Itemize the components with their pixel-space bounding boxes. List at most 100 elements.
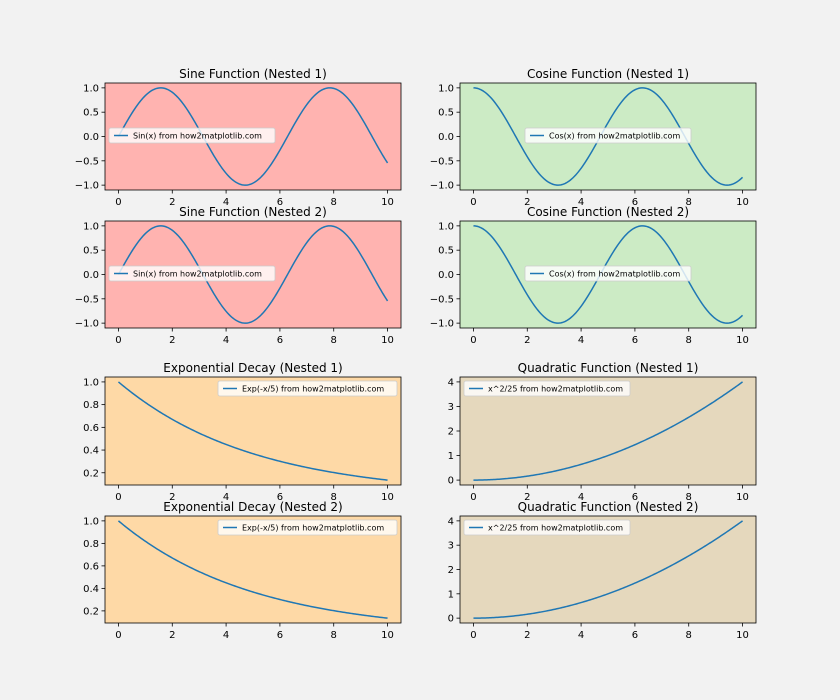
x-tick-label: 0 xyxy=(115,197,121,208)
subplot-3: Sine Function (Nested 2) 0 2 4 6 8 10 1.0 0.5 0.0… xyxy=(75,205,402,346)
x-tick-label: 4 xyxy=(223,197,229,208)
x-tick-label: 10 xyxy=(381,335,394,346)
axes-frame xyxy=(104,82,402,191)
axes-frame xyxy=(104,515,402,624)
legend-label: Sin(x) from how2matplotlib.com xyxy=(133,270,262,279)
y-tick-label: −0.5 xyxy=(75,156,99,167)
y-tick-label: 3 xyxy=(448,402,454,413)
y-tick-label: 0.0 xyxy=(83,270,99,281)
legend-label: x^2/25 from how2matplotlib.com xyxy=(488,524,623,533)
x-tick-label: 6 xyxy=(277,630,283,641)
x-tick-label: 8 xyxy=(331,630,337,641)
subplot-4: Cosine Function (Nested 2) 0 2 4 6 8 10 1.0 0.5 0… xyxy=(430,205,757,346)
y-tick-label: 0 xyxy=(448,614,454,625)
x-tick-label: 10 xyxy=(736,492,749,503)
y-tick-label: 1 xyxy=(448,589,454,600)
subplot-title: Exponential Decay (Nested 1) xyxy=(163,361,342,375)
y-tick-label: −0.5 xyxy=(430,156,454,167)
legend: Sin(x) from how2matplotlib.com xyxy=(108,127,276,144)
x-tick-label: 10 xyxy=(736,335,749,346)
y-tick-label: 0.0 xyxy=(83,132,99,143)
x-tick-label: 8 xyxy=(331,197,337,208)
x-tick-label: 0 xyxy=(470,197,476,208)
legend-box xyxy=(524,265,692,282)
legend: x^2/25 from how2matplotlib.com xyxy=(463,380,631,397)
y-tick-label: 0.0 xyxy=(438,270,454,281)
y-tick-label: 0.5 xyxy=(438,108,454,119)
x-tick-label: 2 xyxy=(524,335,530,346)
x-tick-label: 4 xyxy=(578,492,584,503)
subplot-7: Exponential Decay (Nested 2) 0 2 4 6 8 10 1.0 0.… xyxy=(83,500,402,641)
subplot-1: Sine Function (Nested 1) 0 2 4 6 8 10 1.0 0.5 0.0… xyxy=(75,67,402,208)
subplot-8: Quadratic Function (Nested 2)0 2 4 6 8 104321… xyxy=(448,500,757,641)
series-line xyxy=(473,520,743,619)
y-tick-label: −1.0 xyxy=(75,181,99,192)
legend: Sin(x) from how2matplotlib.com xyxy=(108,265,276,282)
axes-frame xyxy=(459,220,757,329)
y-tick-label: 1.0 xyxy=(438,221,454,232)
x-tick-label: 2 xyxy=(169,197,175,208)
series-line xyxy=(473,87,744,186)
legend-box xyxy=(524,127,692,144)
legend: Exp(-x/5) from how2matplotlib.com xyxy=(217,519,398,536)
x-tick-label: 8 xyxy=(331,492,337,503)
subplot-5: Exponential Decay (Nested 1) 0 2 4 6 8 10 1.0 0.… xyxy=(83,361,402,503)
series-line xyxy=(117,225,389,324)
y-tick-label: 2 xyxy=(448,565,454,576)
x-tick-label: 8 xyxy=(686,630,692,641)
x-tick-label: 2 xyxy=(169,630,175,641)
subplot-title: Quadratic Function (Nested 2) xyxy=(518,500,699,514)
axes-frame xyxy=(104,376,402,486)
legend-label: Cos(x) from how2matplotlib.com xyxy=(549,270,680,279)
x-tick-label: 0 xyxy=(470,630,476,641)
series-line xyxy=(117,381,388,481)
y-tick-label: 4 xyxy=(448,377,454,388)
x-tick-label: 2 xyxy=(524,492,530,503)
y-tick-label: 0.5 xyxy=(83,108,99,119)
x-tick-label: 8 xyxy=(686,492,692,503)
y-tick-label: 0 xyxy=(448,476,454,487)
y-tick-label: 0.2 xyxy=(83,606,99,617)
y-tick-label: 0.8 xyxy=(83,539,99,550)
y-tick-label: −1.0 xyxy=(75,319,99,330)
x-tick-label: 2 xyxy=(524,630,530,641)
subplot-title: Quadratic Function (Nested 1) xyxy=(518,361,699,375)
legend-box xyxy=(463,380,631,397)
legend-label: Cos(x) from how2matplotlib.com xyxy=(549,132,680,141)
legend: Exp(-x/5) from how2matplotlib.com xyxy=(217,380,398,397)
legend-box xyxy=(217,380,398,397)
x-tick-label: 8 xyxy=(686,335,692,346)
x-tick-label: 10 xyxy=(736,197,749,208)
x-tick-label: 6 xyxy=(277,197,283,208)
y-tick-label: 1.0 xyxy=(83,83,99,94)
series-line xyxy=(473,225,744,324)
axes-frame xyxy=(459,376,757,486)
x-tick-label: 0 xyxy=(470,492,476,503)
y-tick-label: 0.8 xyxy=(83,400,99,411)
subplot-6: Quadratic Function (Nested 1)0 2 4 6 8 104321… xyxy=(448,361,757,503)
x-tick-label: 4 xyxy=(223,630,229,641)
y-tick-label: 2 xyxy=(448,427,454,438)
axes-frame xyxy=(459,82,757,191)
subplot-title: Sine Function (Nested 2) xyxy=(179,205,327,219)
x-tick-label: 4 xyxy=(223,335,229,346)
x-tick-label: 10 xyxy=(381,197,394,208)
subplot-title: Sine Function (Nested 1) xyxy=(179,67,327,81)
x-tick-label: 6 xyxy=(632,630,638,641)
axes-frame xyxy=(104,220,402,329)
y-tick-label: −1.0 xyxy=(430,319,454,330)
x-tick-label: 6 xyxy=(632,197,638,208)
subplot-title: Exponential Decay (Nested 2) xyxy=(163,500,342,514)
legend-label: Sin(x) from how2matplotlib.com xyxy=(133,132,262,141)
legend: Cos(x) from how2matplotlib.com xyxy=(524,265,692,282)
y-tick-label: −0.5 xyxy=(75,294,99,305)
x-tick-label: 4 xyxy=(223,492,229,503)
y-tick-label: 3 xyxy=(448,541,454,552)
x-tick-label: 4 xyxy=(578,335,584,346)
y-tick-label: 1.0 xyxy=(83,221,99,232)
x-tick-label: 8 xyxy=(331,335,337,346)
x-tick-label: 6 xyxy=(632,492,638,503)
y-tick-label: 1.0 xyxy=(438,83,454,94)
y-tick-label: 0.2 xyxy=(83,468,99,479)
x-tick-label: 0 xyxy=(115,630,121,641)
